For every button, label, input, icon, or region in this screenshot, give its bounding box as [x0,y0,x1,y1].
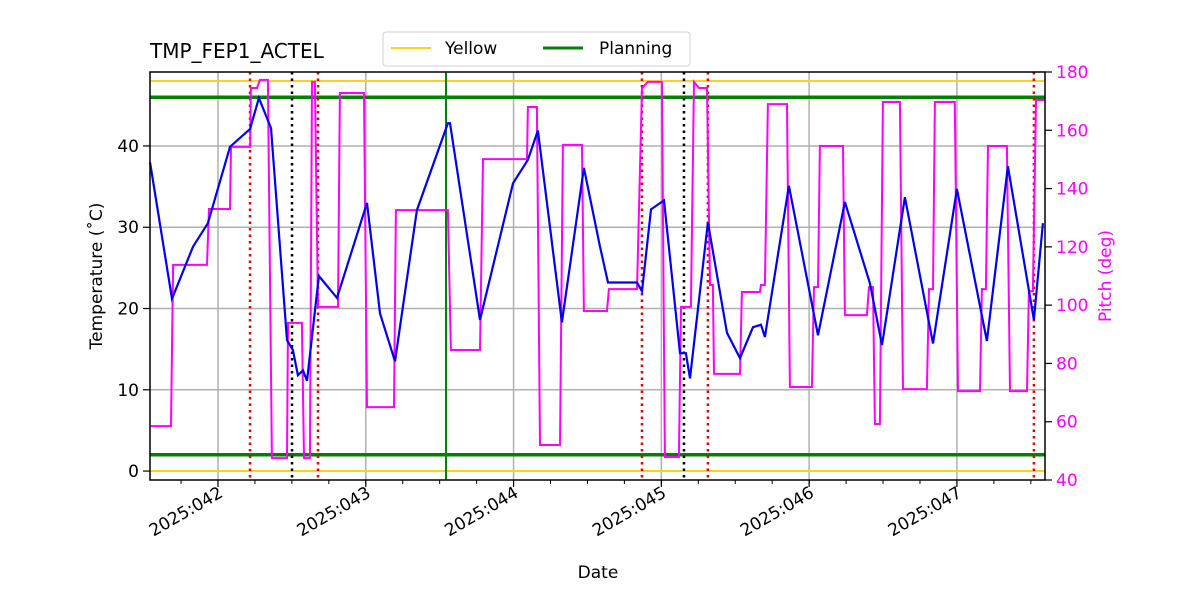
y2-tick-label: 120 [1056,238,1088,258]
x-tick-label: 2025:047 [885,483,966,541]
legend-label-planning: Planning [599,39,672,59]
y2-tick-label: 160 [1056,121,1088,141]
grid [150,72,1045,480]
y2-tick-label: 80 [1056,354,1078,374]
x-tick-label: 2025:045 [589,483,670,541]
axes: 2025:042 2025:043 2025:044 2025:045 2025:046… [117,63,1088,541]
x-tick-label: 2025:043 [294,483,375,541]
y-tick-label: 40 [117,137,139,157]
y2-tick-label: 60 [1056,413,1078,433]
y2-tick-label: 140 [1056,180,1088,200]
x-tick-label: 2025:042 [146,483,227,541]
y2-axis-label: Pitch (deg) [1096,230,1116,322]
y-tick-label: 0 [128,462,139,482]
chart-title: TMP_FEP1_ACTEL [149,39,325,63]
temperature-line [148,94,1044,382]
series [148,78,1045,460]
legend-box [382,31,691,67]
y-axis-label: Temperature (˚C) [86,203,107,351]
y2-tick-label: 180 [1056,63,1088,83]
y2-tick-label: 40 [1056,471,1078,491]
y-tick-label: 30 [117,218,139,238]
x-tick-label: 2025:046 [737,483,818,541]
pitch-line [150,78,1045,460]
threshold-lines [150,79,1045,473]
plot-frame [149,71,1046,481]
legend: Yellow Planning [382,31,691,67]
x-axis-label: Date [578,563,619,583]
y-tick-label: 20 [117,300,139,320]
x-tick-label: 2025:044 [442,483,523,541]
legend-label-yellow: Yellow [444,39,497,59]
event-lines [248,72,1036,480]
y2-tick-label: 100 [1056,296,1088,316]
y-tick-label: 10 [117,381,139,401]
